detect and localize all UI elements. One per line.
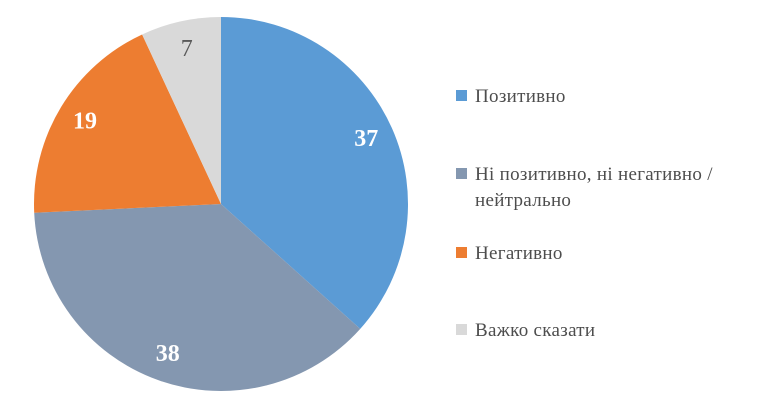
pie-data-label-1: 38: [156, 341, 180, 367]
pie-data-label-0: 37: [354, 126, 378, 152]
legend-item-neutral: Ні позитивно, ні негативно / нейтрально: [456, 162, 768, 214]
pie-data-label-2: 19: [73, 109, 97, 135]
legend-item-positive: Позитивно: [456, 84, 768, 110]
legend-marker-negative: [456, 247, 467, 258]
legend-marker-neutral: [456, 168, 467, 179]
legend-item-hard-to-say: Важко сказати: [456, 318, 768, 344]
legend: Позитивно Ні позитивно, ні негативно / н…: [456, 0, 776, 411]
legend-label: Ні позитивно, ні негативно / нейтрально: [475, 164, 713, 211]
pie-slice-2: [33, 34, 222, 213]
legend-item-negative: Негативно: [456, 241, 768, 267]
pie-slice-3: [142, 17, 221, 204]
legend-label: Позитивно: [475, 86, 566, 107]
legend-label: Негативно: [475, 243, 563, 264]
pie-slice-1: [34, 204, 361, 392]
legend-label: Важко сказати: [475, 320, 596, 341]
pie-slice-0: [221, 17, 409, 329]
legend-marker-positive: [456, 90, 467, 101]
pie-data-label-3: 7: [181, 36, 193, 62]
legend-marker-hard-to-say: [456, 324, 467, 335]
